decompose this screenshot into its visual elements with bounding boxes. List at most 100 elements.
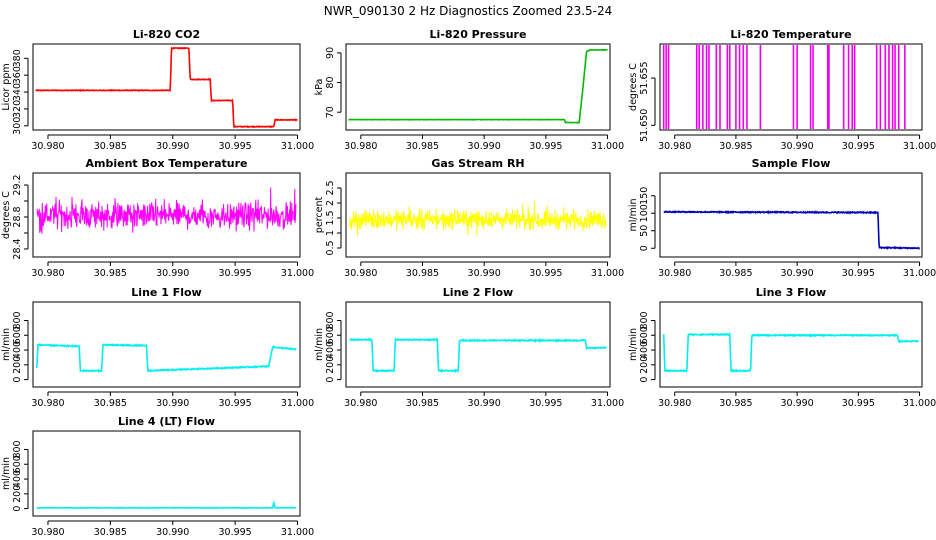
chart-title: Gas Stream RH bbox=[431, 157, 524, 170]
x-tick-label: 30.980 bbox=[658, 141, 691, 152]
x-tick-label: 31.000 bbox=[591, 268, 624, 279]
series-line bbox=[349, 336, 607, 374]
x-tick-label: 30.980 bbox=[344, 398, 377, 409]
y-tick-label: 0 bbox=[639, 377, 650, 383]
data-group bbox=[36, 187, 297, 234]
chart-title: Line 4 (LT) Flow bbox=[118, 415, 215, 428]
series-line bbox=[35, 46, 298, 129]
y-tick-label: 2.5 bbox=[325, 180, 336, 195]
y-tick-label: 0.5 bbox=[325, 240, 336, 255]
plot-frame bbox=[32, 172, 301, 258]
x-tick-label: 31.000 bbox=[591, 141, 624, 152]
x-tick-label: 30.980 bbox=[31, 141, 64, 152]
x-tick-label: 30.980 bbox=[658, 398, 691, 409]
chart-panel-4: Gas Stream RH 30.980 30.985 30.990 30.995 31.… bbox=[314, 157, 624, 279]
y-tick-label: 200 bbox=[12, 485, 23, 503]
y-axis-label: Licor ppm bbox=[1, 63, 12, 110]
y-tick-label: 600 bbox=[12, 326, 23, 344]
x-tick-label: 30.985 bbox=[94, 268, 127, 279]
plot-frame bbox=[659, 43, 923, 131]
x-tick-label: 30.980 bbox=[658, 268, 691, 279]
y-tick-label: 0 bbox=[12, 506, 23, 512]
y-tick-label: 600 bbox=[639, 326, 650, 344]
series-line bbox=[36, 500, 297, 509]
x-tick-label: 31.000 bbox=[281, 141, 314, 152]
series-line bbox=[35, 343, 297, 374]
plot-frame bbox=[345, 43, 611, 131]
y-tick-label: 320 bbox=[12, 100, 23, 118]
y-tick-label: 100 bbox=[639, 204, 650, 222]
x-tick-label: 30.985 bbox=[406, 398, 439, 409]
data-group bbox=[35, 343, 297, 374]
y-axis-label: ml/min bbox=[1, 328, 12, 361]
plot-frame bbox=[32, 301, 301, 388]
x-tick-label: 31.000 bbox=[591, 398, 624, 409]
y-axis-label: ml/min bbox=[314, 328, 325, 361]
y-tick-label: 29.2 bbox=[12, 174, 23, 195]
x-tick-label: 31.000 bbox=[281, 527, 314, 538]
x-tick-label: 30.995 bbox=[218, 268, 251, 279]
x-tick-label: 30.990 bbox=[156, 398, 189, 409]
series-line bbox=[348, 48, 608, 124]
y-tick-label: 400 bbox=[12, 470, 23, 488]
y-tick-label: 1.5 bbox=[325, 210, 336, 225]
x-tick-label: 30.980 bbox=[344, 141, 377, 152]
y-tick-label: 400 bbox=[12, 341, 23, 359]
x-tick-label: 30.985 bbox=[94, 398, 127, 409]
x-tick-label: 30.985 bbox=[719, 268, 752, 279]
y-tick-label: 0 bbox=[325, 377, 336, 383]
x-tick-label: 30.985 bbox=[719, 398, 752, 409]
plot-frame bbox=[32, 430, 301, 517]
plot-frame bbox=[345, 301, 611, 388]
chart-title: Li-820 Pressure bbox=[430, 28, 527, 41]
y-tick-label: 28.4 bbox=[12, 238, 23, 259]
x-tick-label: 30.990 bbox=[156, 141, 189, 152]
chart-title: Line 1 Flow bbox=[131, 286, 201, 299]
y-tick-label: 150 bbox=[639, 187, 650, 205]
y-tick-label: 600 bbox=[325, 326, 336, 344]
x-tick-label: 30.995 bbox=[842, 141, 875, 152]
data-group bbox=[348, 48, 608, 124]
x-tick-label: 30.990 bbox=[156, 268, 189, 279]
y-tick-label: 90 bbox=[325, 47, 336, 59]
y-axis-label: degrees C bbox=[1, 191, 12, 239]
y-tick-label: 200 bbox=[325, 356, 336, 374]
x-tick-label: 30.985 bbox=[94, 141, 127, 152]
y-tick-label: 0 bbox=[12, 377, 23, 383]
x-tick-label: 30.990 bbox=[468, 398, 501, 409]
x-tick-label: 30.995 bbox=[842, 268, 875, 279]
x-tick-label: 30.995 bbox=[218, 398, 251, 409]
x-tick-label: 30.990 bbox=[156, 527, 189, 538]
x-tick-label: 30.990 bbox=[468, 268, 501, 279]
series-line bbox=[663, 209, 920, 251]
y-tick-label: 600 bbox=[12, 455, 23, 473]
plot-frame bbox=[32, 43, 301, 131]
chart-title: Line 2 Flow bbox=[443, 286, 513, 299]
figure-title: NWR_090130 2 Hz Diagnostics Zoomed 23.5-… bbox=[324, 4, 613, 18]
chart-panel-7: Line 2 Flow 30.980 30.985 30.990 30.995 31.00… bbox=[314, 286, 624, 409]
y-tick-label: 200 bbox=[12, 356, 23, 374]
chart-panel-8: Line 3 Flow 30.980 30.985 30.990 30.995 31.00… bbox=[628, 286, 936, 409]
data-group bbox=[349, 336, 607, 374]
data-group bbox=[662, 331, 919, 373]
chart-title: Li-820 CO2 bbox=[133, 28, 200, 41]
y-axis-label: percent bbox=[314, 197, 325, 234]
y-axis-label: degrees C bbox=[628, 63, 639, 111]
y-axis-label: ml/min bbox=[628, 198, 639, 231]
x-tick-label: 30.995 bbox=[529, 398, 562, 409]
series-line bbox=[662, 331, 919, 373]
x-tick-label: 30.985 bbox=[406, 141, 439, 152]
x-tick-label: 30.980 bbox=[344, 268, 377, 279]
y-tick-label: 800 bbox=[12, 440, 23, 458]
y-tick-label: 400 bbox=[639, 341, 650, 359]
x-tick-label: 30.985 bbox=[94, 527, 127, 538]
x-tick-label: 30.985 bbox=[406, 268, 439, 279]
y-tick-label: 80 bbox=[325, 77, 336, 89]
x-tick-label: 30.985 bbox=[719, 141, 752, 152]
y-axis-label: ml/min bbox=[628, 328, 639, 361]
y-tick-label: 200 bbox=[639, 356, 650, 374]
y-axis-label: kPa bbox=[314, 79, 325, 96]
chart-panel-0: Li-820 CO2 30.980 30.985 30.990 30.995 31.000… bbox=[1, 28, 314, 152]
